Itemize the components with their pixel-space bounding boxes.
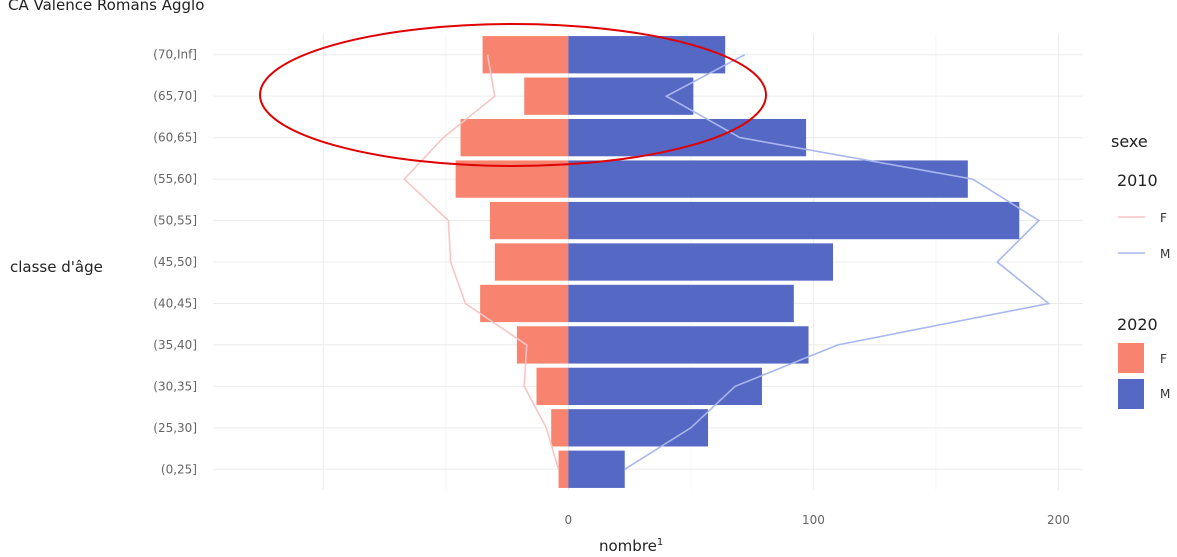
- bar-F-9: [524, 77, 569, 115]
- bar-F-1: [551, 409, 569, 447]
- legend-label-2010-M: M: [1160, 247, 1170, 261]
- line-2010-F: [403, 54, 560, 470]
- bar-M-2: [568, 367, 762, 406]
- legend-label-2020-F: F: [1160, 352, 1167, 366]
- bar-M-7: [568, 160, 968, 198]
- y-tick-label: (65,70]: [153, 89, 197, 103]
- lines-2010: [403, 53, 1051, 470]
- y-tick-label: (35,40]: [153, 338, 197, 352]
- bar-F-0: [558, 450, 569, 488]
- x-tick-label: 0: [565, 513, 573, 527]
- y-tick-label: (50,55]: [153, 214, 197, 228]
- x-tick-label: 100: [802, 513, 825, 527]
- chart-title: CA Valence Romans Agglo: [8, 0, 204, 14]
- y-tick-label: (60,65]: [153, 131, 197, 145]
- line-2010-M: [624, 53, 1051, 470]
- bar-M-9: [568, 77, 694, 115]
- legend-fill-key-F: [1118, 343, 1144, 373]
- x-tick-labels: 0 100 200: [565, 513, 1070, 527]
- x-axis-title: nombre1: [599, 537, 663, 555]
- y-tick-label: (40,45]: [153, 296, 197, 310]
- legend: sexe 2010 F M 2020 F M: [1111, 132, 1170, 409]
- bar-M-4: [568, 284, 794, 323]
- legend-label-2020-M: M: [1160, 387, 1170, 401]
- bar-M-1: [568, 409, 709, 447]
- bar-M-6: [568, 201, 1020, 240]
- legend-label-2010-F: F: [1160, 211, 1167, 225]
- bar-F-8: [460, 118, 569, 157]
- bar-M-3: [568, 326, 809, 364]
- x-tick-label: 200: [1047, 513, 1070, 527]
- x-axis-title-text: nombre: [599, 537, 657, 555]
- y-tick-label: (25,30]: [153, 421, 197, 435]
- y-tick-label: (0,25]: [161, 462, 197, 476]
- y-tick-labels: (0,25] (25,30] (30,35] (35,40] (40,45] (45,50…: [153, 48, 197, 477]
- bar-F-4: [480, 284, 569, 323]
- legend-fill-key-M: [1118, 379, 1144, 409]
- highlight-ellipse: [259, 23, 767, 167]
- bar-F-6: [489, 201, 569, 240]
- legend-group-title-2020: 2020: [1117, 315, 1158, 334]
- bar-F-2: [536, 367, 569, 406]
- legend-title: sexe: [1111, 132, 1148, 151]
- bar-M-8: [568, 118, 807, 157]
- bar-F-5: [494, 243, 569, 281]
- legend-group-title-2010: 2010: [1117, 171, 1158, 190]
- y-tick-label: (70,Inf]: [153, 48, 197, 62]
- bar-F-10: [482, 36, 569, 74]
- y-axis-title: classe d'âge: [10, 258, 103, 276]
- x-axis-title-superscript: 1: [657, 537, 663, 548]
- bar-F-3: [516, 326, 569, 364]
- bar-M-10: [568, 36, 726, 74]
- y-tick-label: (55,60]: [153, 172, 197, 186]
- y-tick-label: (45,50]: [153, 255, 197, 269]
- bar-M-5: [568, 243, 834, 281]
- y-tick-label: (30,35]: [153, 379, 197, 393]
- bar-M-0: [568, 450, 625, 488]
